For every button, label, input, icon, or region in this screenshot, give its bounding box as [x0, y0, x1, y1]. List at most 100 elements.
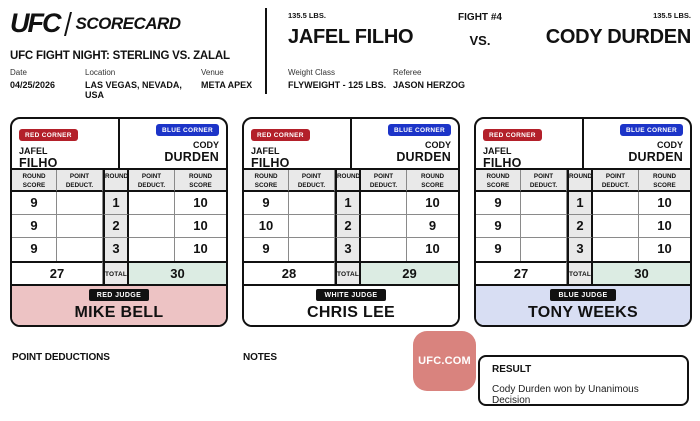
fight-number: FIGHT #4 — [458, 12, 502, 23]
scorecard-white-judge: RED CORNER JAFEL FILHO BLUE CORNER CODY … — [242, 117, 460, 327]
point-deductions-label: POINT DEDUCTIONS — [12, 352, 110, 363]
red-point-deduct — [57, 215, 103, 238]
col-header-point-deduct: POINT DEDUCT. — [129, 170, 175, 192]
blue-last-name: DURDEN — [164, 150, 219, 165]
scorecard-red-judge: RED CORNER JAFEL FILHO BLUE CORNER CODY … — [10, 117, 228, 327]
red-fighter-weight: 135.5 LBS. — [288, 11, 326, 20]
col-header-point-deduct: POINT DEDUCT. — [593, 170, 639, 192]
blue-point-deduct — [361, 238, 407, 261]
blue-first-name: CODY — [192, 140, 219, 150]
blue-round-score: 10 — [175, 215, 226, 238]
judge-type-badge: BLUE JUDGE — [550, 289, 616, 301]
red-corner-half: RED CORNER JAFEL FILHO — [12, 119, 120, 171]
weight-class-value: FLYWEIGHT - 125 LBS. — [288, 80, 387, 90]
red-total-score: 28 — [244, 261, 335, 284]
blue-total-score: 30 — [129, 261, 226, 284]
blue-total-score: 30 — [593, 261, 690, 284]
blue-fighter-name: CODY DURDEN — [545, 26, 692, 48]
col-header-round-score: ROUND SCORE — [639, 170, 690, 192]
round-number: 3 — [103, 238, 129, 261]
round-number: 1 — [103, 192, 129, 215]
round-number: 2 — [103, 215, 129, 238]
total-label: TOTAL — [567, 261, 593, 284]
col-header-point-deduct: POINT DEDUCT. — [521, 170, 567, 192]
judge-panel-red: RED JUDGE MIKE BELL — [12, 284, 226, 325]
fight-number-block: FIGHT #4 VS. — [430, 12, 530, 48]
judge-name: CHRIS LEE — [306, 304, 396, 321]
blue-point-deduct — [593, 192, 639, 215]
blue-total-score: 29 — [361, 261, 458, 284]
red-round-score: 9 — [12, 238, 57, 261]
col-header-round: ROUND — [567, 170, 593, 192]
col-header-point-deduct: POINT DEDUCT. — [361, 170, 407, 192]
red-corner-badge: RED CORNER — [19, 129, 78, 141]
round-number: 3 — [567, 238, 593, 261]
col-header-round-score: ROUND SCORE — [407, 170, 458, 192]
red-corner-badge: RED CORNER — [251, 129, 310, 141]
red-first-name: JAFEL — [251, 146, 280, 156]
ufc-scorecard-logo: UFC SCORECARD — [10, 8, 181, 39]
result-text: Cody Durden won by Unanimous Decision — [492, 384, 639, 406]
blue-point-deduct — [129, 238, 175, 261]
blue-corner-badge: BLUE CORNER — [156, 124, 219, 136]
card-fighters-header: RED CORNER JAFEL FILHO BLUE CORNER CODY … — [12, 119, 226, 170]
blue-first-name: CODY — [424, 140, 451, 150]
blue-point-deduct — [129, 215, 175, 238]
score-table: ROUND SCORE POINT DEDUCT. ROUND POINT DEDUC… — [12, 170, 226, 284]
blue-fighter-stacked-name: CODY DURDEN — [628, 140, 683, 165]
red-point-deduct — [521, 215, 567, 238]
red-total-score: 27 — [12, 261, 103, 284]
blue-fighter-stacked-name: CODY DURDEN — [164, 140, 219, 165]
ufc-logo: UFC — [10, 8, 61, 38]
red-point-deduct — [57, 192, 103, 215]
red-total-score: 27 — [476, 261, 567, 284]
red-corner-badge: RED CORNER — [483, 129, 542, 141]
red-fighter-stacked-name: JAFEL FILHO — [19, 146, 111, 171]
location-label: Location — [85, 68, 116, 77]
red-round-score: 9 — [476, 192, 521, 215]
blue-corner-badge: BLUE CORNER — [388, 124, 451, 136]
red-round-score: 9 — [244, 192, 289, 215]
date-label: Date — [10, 68, 27, 77]
blue-last-name: DURDEN — [628, 150, 683, 165]
red-fighter-stacked-name: JAFEL FILHO — [251, 146, 343, 171]
vs-label: VS. — [469, 33, 491, 48]
red-corner-half: RED CORNER JAFEL FILHO — [244, 119, 352, 171]
card-fighters-header: RED CORNER JAFEL FILHO BLUE CORNER CODY … — [244, 119, 458, 170]
blue-point-deduct — [593, 215, 639, 238]
judge-name: MIKE BELL — [74, 304, 164, 321]
blue-fighter-header: 135.5 LBS. CODY DURDEN — [545, 11, 692, 49]
red-round-score: 9 — [12, 215, 57, 238]
ufc-com-logo: UFC.COM — [413, 331, 476, 391]
red-first-name: JAFEL — [19, 146, 48, 156]
blue-fighter-stacked-name: CODY DURDEN — [396, 140, 451, 165]
header-vertical-divider — [265, 8, 267, 94]
col-header-round-score: ROUND SCORE — [476, 170, 521, 192]
round-number: 2 — [567, 215, 593, 238]
logo-slash-divider — [63, 11, 72, 36]
event-location: Location LAS VEGAS, NEVADA, USA — [85, 68, 201, 100]
judge-name: TONY WEEKS — [528, 304, 638, 321]
red-fighter-stacked-name: JAFEL FILHO — [483, 146, 575, 171]
red-last-name: FILHO — [483, 156, 522, 171]
blue-corner-half: BLUE CORNER CODY DURDEN — [352, 119, 458, 168]
round-number: 1 — [335, 192, 361, 215]
col-header-round-score: ROUND SCORE — [175, 170, 226, 192]
col-header-point-deduct: POINT DEDUCT. — [57, 170, 103, 192]
round-number: 3 — [335, 238, 361, 261]
red-fighter-name: JAFEL FILHO — [288, 26, 414, 48]
red-point-deduct — [521, 238, 567, 261]
weight-class-label: Weight Class — [288, 68, 335, 77]
red-first-name: JAFEL — [483, 146, 512, 156]
blue-round-score: 10 — [407, 192, 458, 215]
col-header-round: ROUND — [103, 170, 129, 192]
blue-round-score: 10 — [639, 238, 690, 261]
referee-value: JASON HERZOG — [393, 80, 466, 90]
blue-corner-badge: BLUE CORNER — [620, 124, 683, 136]
blue-point-deduct — [361, 215, 407, 238]
col-header-point-deduct: POINT DEDUCT. — [289, 170, 335, 192]
blue-fighter-weight: 135.5 LBS. — [653, 11, 691, 20]
judge-type-badge: WHITE JUDGE — [316, 289, 386, 301]
event-venue: Venue META APEX — [201, 68, 271, 100]
